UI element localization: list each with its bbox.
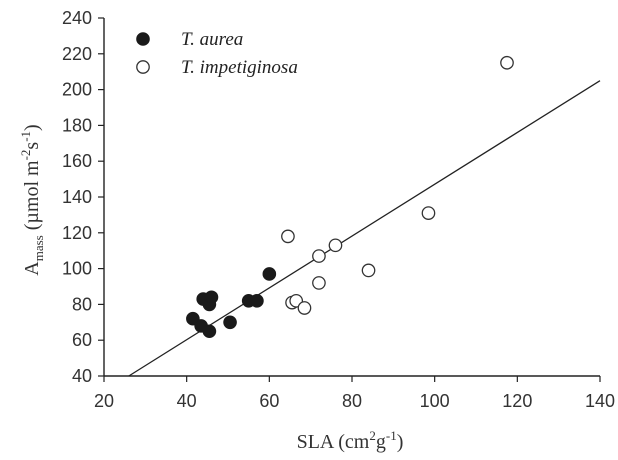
legend: T. aurea T. impetiginosa <box>136 29 298 78</box>
point-t-aurea <box>202 324 217 339</box>
y-title-sub: mass <box>31 235 46 261</box>
y-title-main: A <box>21 261 43 276</box>
legend-marker-t-aurea <box>136 32 150 46</box>
data-points <box>186 55 514 339</box>
legend-label-t-aurea: T. aurea <box>181 29 243 50</box>
point-t-aurea <box>250 294 264 308</box>
y-tick-label: 120 <box>62 223 92 243</box>
y-tick-label: 140 <box>62 187 92 207</box>
y-tick-label: 100 <box>62 259 92 279</box>
y-title-end: ) <box>21 124 43 131</box>
point-t-impetiginosa <box>328 238 343 253</box>
y-tick-label: 240 <box>62 8 92 28</box>
point-t-aurea <box>204 290 219 305</box>
point-t-impetiginosa <box>312 249 326 263</box>
x-title-sup1: 2 <box>369 428 376 443</box>
y-tick-label: 40 <box>72 366 92 386</box>
y-tick-label: 80 <box>72 294 92 314</box>
y-title-sup1: -2 <box>18 150 33 161</box>
x-title-mid: g <box>376 431 386 453</box>
point-t-impetiginosa <box>297 301 312 315</box>
y-title-unit: (µmol m <box>21 160 43 235</box>
point-t-impetiginosa <box>312 276 326 290</box>
x-title-main: SLA (cm <box>297 431 370 453</box>
point-t-aurea <box>262 267 277 281</box>
x-ticks: 20 40 60 80 100 120 140 <box>94 376 615 411</box>
y-tick-label: 160 <box>62 151 92 171</box>
point-t-impetiginosa <box>361 263 376 278</box>
y-tick-label: 220 <box>62 44 92 64</box>
point-t-impetiginosa <box>500 55 514 70</box>
legend-label-t-impetiginosa: T. impetiginosa <box>181 57 298 78</box>
axes <box>103 18 600 377</box>
y-tick-label: 180 <box>62 115 92 135</box>
y-axis-title: Amass (µmol m-2s-1) <box>18 124 46 275</box>
point-t-aurea <box>223 315 237 330</box>
x-tick-label: 140 <box>585 391 615 411</box>
x-tick-label: 20 <box>94 391 114 411</box>
y-title-sup2: -1 <box>18 131 33 142</box>
x-tick-label: 100 <box>420 391 450 411</box>
legend-marker-t-impetiginosa <box>136 60 150 74</box>
point-t-impetiginosa <box>421 206 436 220</box>
x-title-end: ) <box>397 431 404 453</box>
y-tick-label: 60 <box>72 330 92 350</box>
x-tick-label: 60 <box>259 391 279 411</box>
x-tick-label: 40 <box>177 391 197 411</box>
x-tick-label: 80 <box>342 391 362 411</box>
x-tick-label: 120 <box>502 391 532 411</box>
x-title-sup2: -1 <box>386 428 397 443</box>
y-tick-label: 200 <box>62 80 92 100</box>
y-ticks: 40 60 80 100 120 140 160 180 200 220 240 <box>62 8 104 386</box>
x-axis-title: SLA (cm2g-1) <box>297 428 404 453</box>
point-t-impetiginosa <box>281 229 295 244</box>
y-title-mid: s <box>21 142 43 150</box>
